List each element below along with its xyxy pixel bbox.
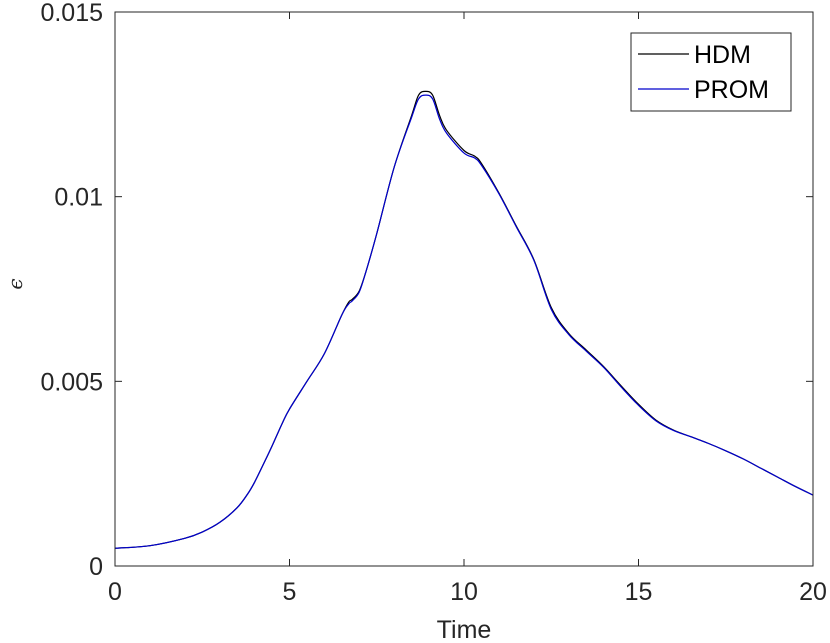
series-layer <box>114 90 814 549</box>
legend: HDM PROM <box>630 32 792 112</box>
ticks-layer: 0 5 10 15 20 0 0.005 0.01 0.015 <box>40 0 826 606</box>
x-tick-label: 5 <box>283 578 297 606</box>
x-tick-label: 15 <box>625 578 653 606</box>
legend-label-prom: PROM <box>694 76 769 104</box>
x-tick-label: 20 <box>799 578 827 606</box>
x-axis-label: Time <box>437 616 492 643</box>
y-tick-label: 0.015 <box>40 0 103 27</box>
y-tick-label: 0.005 <box>40 368 103 396</box>
y-tick-label: 0 <box>89 553 103 581</box>
y-tick-label: 0.01 <box>54 184 103 212</box>
x-tick-label: 0 <box>108 578 122 606</box>
legend-label-hdm: HDM <box>694 41 751 69</box>
y-axis-label: ϵ <box>3 278 27 289</box>
series-line-hdm <box>114 90 814 549</box>
legend-box <box>630 32 792 112</box>
series-line-prom <box>114 94 814 549</box>
x-tick-label: 10 <box>450 578 478 606</box>
